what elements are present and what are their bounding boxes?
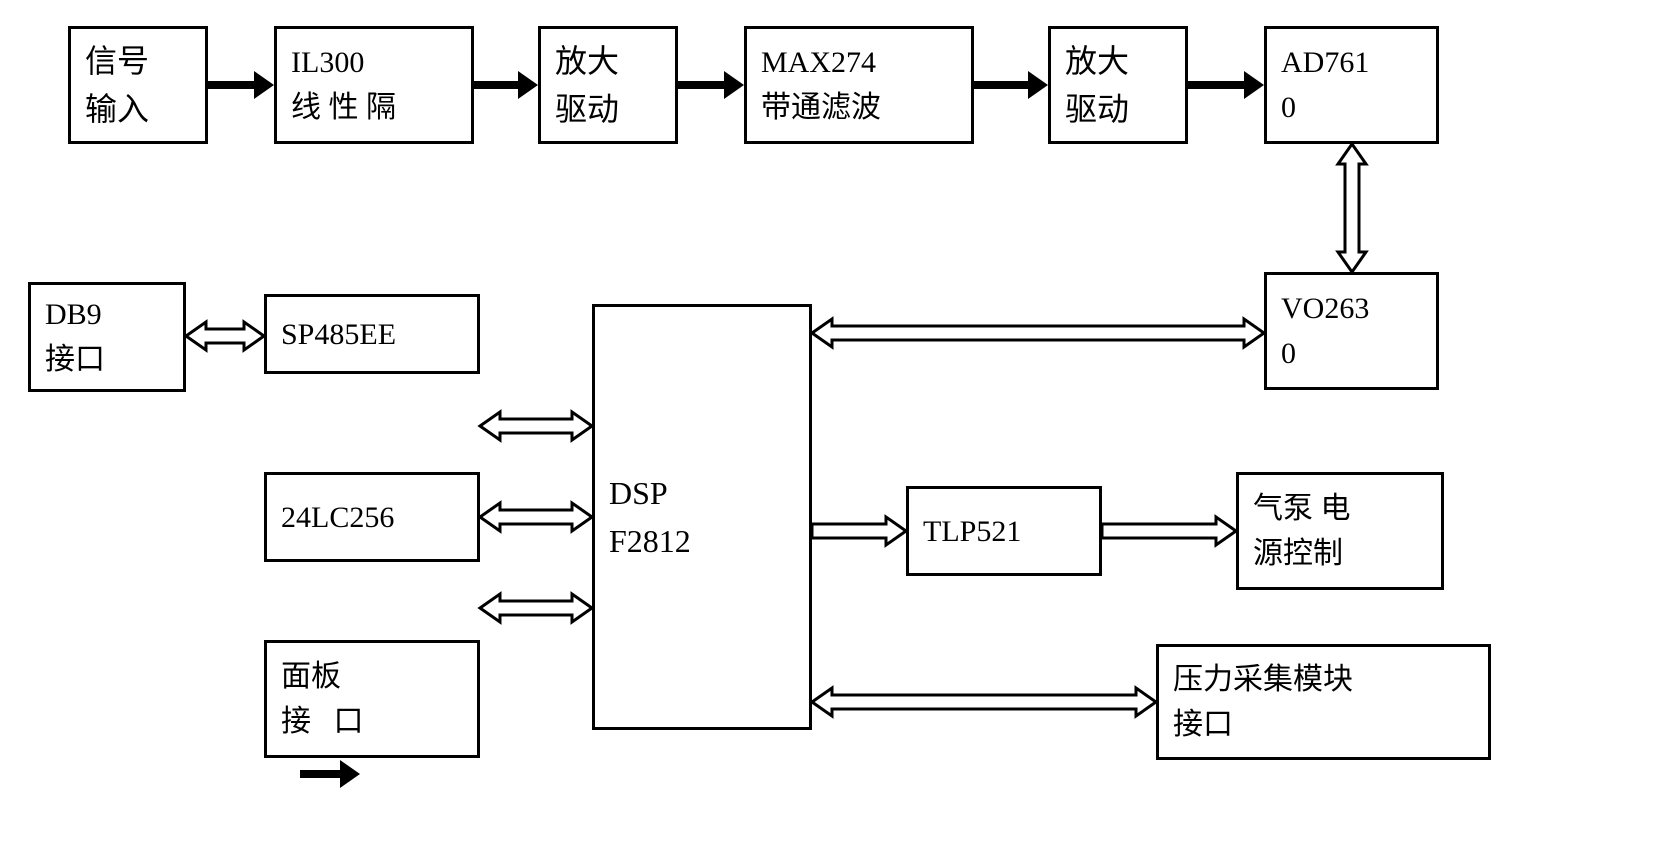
panel-box: 面板接 口 bbox=[264, 640, 480, 758]
il300-box: IL300线 性 隔 bbox=[274, 26, 474, 144]
il300-line-0: IL300 bbox=[291, 40, 457, 85]
amp1-box: 放大驱动 bbox=[538, 26, 678, 144]
db9-box: DB9接口 bbox=[28, 282, 186, 392]
signal_in-line-0: 信号 bbox=[85, 37, 191, 85]
ad7610-line-1: 0 bbox=[1281, 85, 1422, 130]
pressure-line-1: 接口 bbox=[1173, 702, 1474, 747]
pump-line-0: 气泵 电 bbox=[1253, 486, 1427, 531]
vo2630-box: VO2630 bbox=[1264, 272, 1439, 390]
signal_in-box: 信号输入 bbox=[68, 26, 208, 144]
ad7610-line-0: AD761 bbox=[1281, 40, 1422, 85]
max274-line-1: 带通滤波 bbox=[761, 85, 957, 130]
pressure-box: 压力采集模块接口 bbox=[1156, 644, 1491, 760]
sp485-box: SP485EE bbox=[264, 294, 480, 374]
amp2-line-0: 放大 bbox=[1065, 37, 1171, 85]
max274-box: MAX274带通滤波 bbox=[744, 26, 974, 144]
ad7610-box: AD7610 bbox=[1264, 26, 1439, 144]
tlp521-box: TLP521 bbox=[906, 486, 1102, 576]
amp1-line-1: 驱动 bbox=[555, 85, 661, 133]
pump-box: 气泵 电源控制 bbox=[1236, 472, 1444, 590]
connector-dsp-pressure bbox=[782, 672, 1186, 732]
vo2630-line-1: 0 bbox=[1281, 331, 1422, 376]
vo2630-line-0: VO263 bbox=[1281, 286, 1422, 331]
eeprom-line-0: 24LC256 bbox=[281, 495, 463, 540]
signal_in-line-1: 输入 bbox=[85, 85, 191, 133]
amp1-line-0: 放大 bbox=[555, 37, 661, 85]
pump-line-1: 源控制 bbox=[1253, 531, 1427, 576]
sp485-line-0: SP485EE bbox=[281, 312, 463, 357]
dsp-line-0: DSP bbox=[609, 469, 795, 517]
amp2-box: 放大驱动 bbox=[1048, 26, 1188, 144]
panel-line-0: 面板 bbox=[281, 654, 463, 699]
eeprom-box: 24LC256 bbox=[264, 472, 480, 562]
db9-line-0: DB9 bbox=[45, 292, 169, 337]
il300-line-1: 线 性 隔 bbox=[291, 85, 457, 130]
panel-line-1: 接 口 bbox=[281, 699, 463, 744]
dsp-line-2: F2812 bbox=[609, 517, 795, 565]
max274-line-0: MAX274 bbox=[761, 40, 957, 85]
amp2-line-1: 驱动 bbox=[1065, 85, 1171, 133]
tlp521-line-0: TLP521 bbox=[923, 509, 1085, 554]
connector-dsp-vo2630 bbox=[782, 303, 1294, 363]
db9-line-1: 接口 bbox=[45, 337, 169, 382]
pressure-line-0: 压力采集模块 bbox=[1173, 657, 1474, 702]
dsp-box: DSPF2812 bbox=[592, 304, 812, 730]
